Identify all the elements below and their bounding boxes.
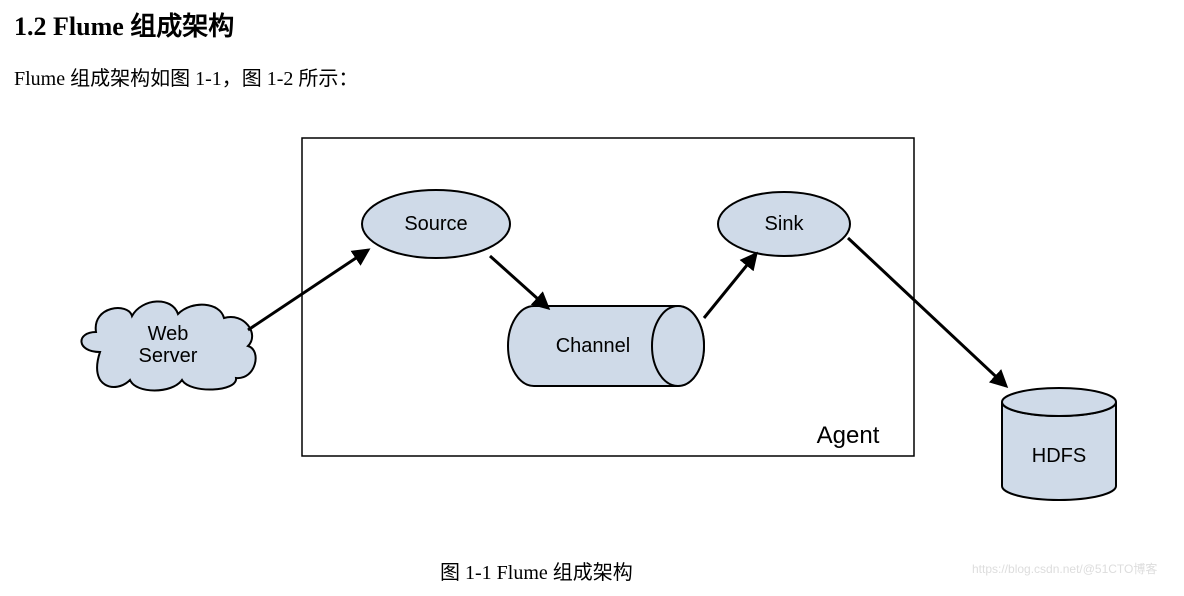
hdfs-label: HDFS	[1032, 445, 1086, 467]
diagram-svg: Agent Web Server Source Channel Sink HDF	[0, 108, 1184, 538]
edge-source-channel	[490, 256, 548, 308]
section-heading: 1.2 Flume 组成架构	[14, 6, 234, 43]
channel-node: Channel	[508, 306, 704, 386]
web-server-label-1: Web	[148, 323, 189, 345]
channel-label: Channel	[556, 335, 631, 357]
channel-cap	[652, 306, 704, 386]
intro-text: Flume 组成架构如图 1-1，图 1-2 所示：	[14, 62, 358, 91]
watermark-text: https://blog.csdn.net/@51CTO博客	[972, 560, 1157, 577]
web-server-node: Web Server	[81, 301, 255, 390]
source-label: Source	[404, 213, 467, 235]
edge-channel-sink	[704, 254, 756, 318]
edge-web-source	[248, 250, 368, 330]
sink-node: Sink	[718, 192, 850, 256]
sink-label: Sink	[765, 213, 805, 235]
figure-caption: 图 1-1 Flume 组成架构	[440, 556, 633, 585]
edge-sink-hdfs	[848, 238, 1006, 386]
agent-box	[302, 138, 914, 456]
flume-architecture-diagram: Agent Web Server Source Channel Sink HDF	[0, 108, 1184, 543]
agent-label: Agent	[817, 422, 880, 449]
hdfs-cap	[1002, 388, 1116, 416]
web-server-label-2: Server	[139, 345, 198, 367]
source-node: Source	[362, 190, 510, 258]
hdfs-node: HDFS	[1002, 388, 1116, 500]
